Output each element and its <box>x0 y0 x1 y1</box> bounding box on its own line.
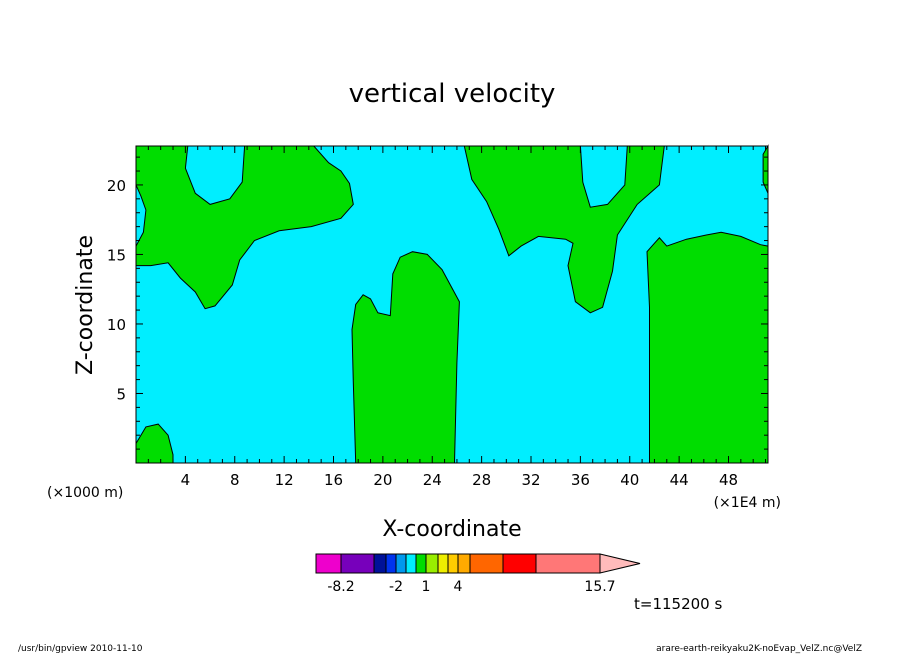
colorbar-tick-label: 15.7 <box>584 579 615 595</box>
x-tick-label: 44 <box>670 471 689 489</box>
colorbar-swatch <box>457 553 471 574</box>
colorbar-arrow <box>599 553 641 574</box>
x-unit-right: (×1E4 m) <box>714 495 781 511</box>
time-label: t=115200 s <box>634 595 722 613</box>
colorbar-swatch <box>502 553 537 574</box>
x-unit-left: (×1000 m) <box>47 485 123 501</box>
colorbar-tick-label: -8.2 <box>327 579 354 595</box>
contour-region-center-column <box>351 251 460 464</box>
colorbar-swatch <box>340 553 375 574</box>
x-tick-label: 40 <box>620 471 639 489</box>
colorbar-swatch <box>535 553 601 574</box>
colorbar-swatch <box>469 553 504 574</box>
x-tick-label: 24 <box>423 471 442 489</box>
x-tick-label: 32 <box>521 471 540 489</box>
colorbar-swatch <box>437 553 449 574</box>
colorbar-tick-label: 4 <box>454 579 463 595</box>
x-tick-label: 36 <box>571 471 590 489</box>
y-axis-label: Z-coordinate <box>73 235 98 375</box>
x-tick-label: 16 <box>324 471 343 489</box>
plot-frame <box>135 145 769 464</box>
x-tick-label: 28 <box>472 471 491 489</box>
colorbar-labels: -8.2 -2 1 4 15.7 <box>327 579 615 595</box>
x-tick-label: 4 <box>181 471 191 489</box>
colorbar-swatch <box>405 553 417 574</box>
x-axis-label: X-coordinate <box>382 517 521 542</box>
y-tick-label: 15 <box>107 246 126 264</box>
colorbar-swatch <box>373 553 387 574</box>
footer-right: arare-earth-reikyaku2K-noEvap_VelZ.nc@Ve… <box>656 644 862 654</box>
colorbar-swatch <box>447 553 459 574</box>
y-axis: 5 10 15 20 <box>107 156 768 450</box>
x-tick-label: 48 <box>719 471 738 489</box>
y-tick-label: 10 <box>107 316 126 334</box>
colorbar-swatch <box>425 553 439 574</box>
x-tick-label: 20 <box>373 471 392 489</box>
plot-area <box>135 144 769 464</box>
colorbar-swatch <box>415 553 427 574</box>
colorbar-swatch <box>395 553 407 574</box>
colorbar-tick-label: 1 <box>422 579 431 595</box>
footer-left: /usr/bin/gpview 2010-11-10 <box>18 644 143 654</box>
y-tick-label: 5 <box>116 385 126 403</box>
colorbar-swatch <box>315 553 342 574</box>
colorbar-tick-label: -2 <box>389 579 403 595</box>
contour-region-right-column <box>646 231 769 464</box>
chart-title: vertical velocity <box>349 79 556 109</box>
contour-region-upper-right-band <box>463 145 665 314</box>
x-axis: 4 8 12 16 20 24 28 32 36 40 44 48 <box>147 146 767 489</box>
x-tick-label: 8 <box>230 471 240 489</box>
y-tick-label: 20 <box>107 177 126 195</box>
x-tick-label: 12 <box>275 471 294 489</box>
colorbar <box>315 553 641 574</box>
colorbar-swatch <box>385 553 397 574</box>
